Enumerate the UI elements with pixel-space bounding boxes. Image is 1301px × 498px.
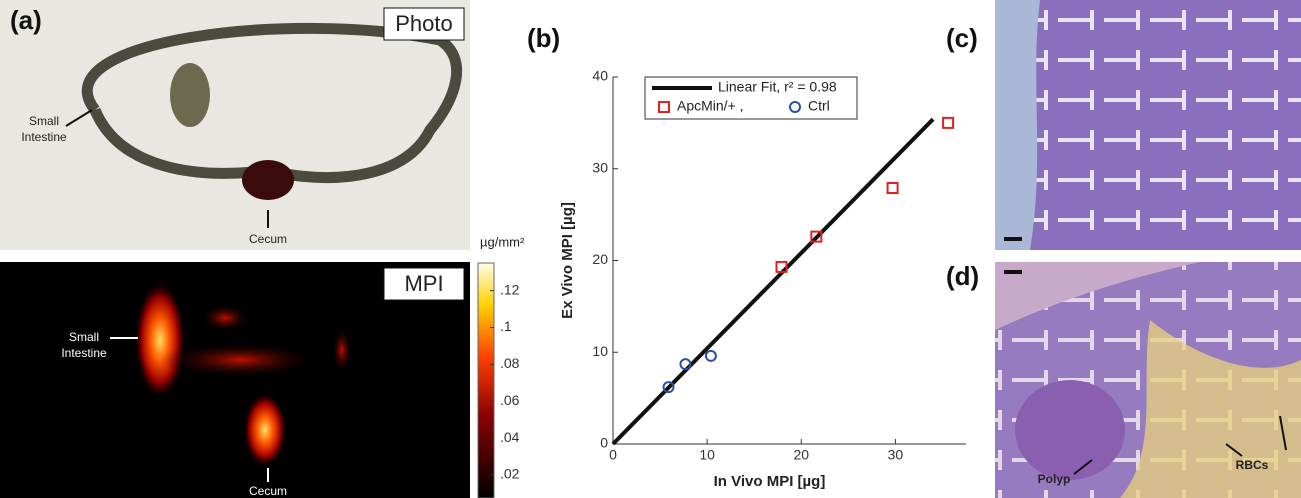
legend-marker bbox=[789, 101, 801, 113]
x-tick-label: 20 bbox=[793, 447, 809, 463]
point bbox=[662, 381, 675, 394]
histology-c bbox=[995, 0, 1301, 250]
colorbar-unit: µg/mm² bbox=[480, 234, 525, 249]
polyp bbox=[1015, 380, 1125, 480]
hotspot bbox=[332, 326, 352, 374]
point bbox=[942, 116, 955, 129]
x-axis-label: In Vivo MPI [µg] bbox=[714, 473, 826, 490]
legend-label: Ctrl bbox=[808, 98, 830, 114]
x-tick-label: 10 bbox=[699, 447, 715, 463]
label: Polyp bbox=[1038, 472, 1071, 486]
hotspot bbox=[134, 280, 186, 400]
mpi-tag: MPI bbox=[404, 271, 443, 296]
tag-box bbox=[383, 7, 465, 41]
point bbox=[704, 349, 717, 362]
scale-bar bbox=[1004, 270, 1022, 274]
point bbox=[810, 230, 823, 243]
panel-label: (b) bbox=[527, 23, 560, 53]
tissue-edge bbox=[995, 0, 1040, 250]
y-axis-label: Ex Vivo MPI [µg] bbox=[559, 202, 576, 319]
arrow bbox=[1073, 459, 1093, 475]
rbc-region bbox=[1120, 320, 1301, 498]
label: Cecum bbox=[249, 484, 287, 498]
legend bbox=[644, 76, 858, 120]
organ bbox=[170, 63, 210, 127]
y-tick-label: 10 bbox=[592, 343, 608, 359]
colorbar bbox=[477, 262, 495, 498]
legend-marker bbox=[658, 101, 670, 113]
y-tick-label: 30 bbox=[592, 159, 608, 175]
label: Small bbox=[69, 330, 99, 344]
point bbox=[775, 260, 788, 273]
panel-label: (c) bbox=[946, 23, 978, 53]
tag-box bbox=[383, 267, 465, 301]
colorbar-tick-label: .12 bbox=[500, 281, 520, 297]
label: Intestine bbox=[21, 130, 67, 144]
intestine bbox=[81, 22, 463, 184]
x-tick-label: 30 bbox=[888, 447, 904, 463]
colorbar-tick-label: .06 bbox=[500, 392, 520, 408]
arrow bbox=[65, 109, 93, 127]
photo bbox=[0, 0, 470, 250]
colorbar-tick-label: .08 bbox=[500, 355, 520, 371]
legend-label: Linear Fit, r² = 0.98 bbox=[718, 79, 837, 95]
arrow bbox=[1279, 415, 1287, 451]
panel-label: (d) bbox=[946, 261, 979, 291]
colorbar-tick-label: .02 bbox=[500, 466, 520, 482]
label: Cecum bbox=[249, 232, 287, 246]
label: Intestine bbox=[61, 346, 107, 360]
hotspot bbox=[200, 304, 250, 332]
hotspot bbox=[243, 392, 287, 468]
label: Small bbox=[29, 114, 59, 128]
colorbar-tick-label: .1 bbox=[500, 318, 512, 334]
label: RBCs bbox=[1236, 458, 1269, 472]
x-tick-label: 0 bbox=[609, 447, 617, 463]
cecum-shape bbox=[242, 160, 294, 200]
photo-tag: Photo bbox=[395, 11, 453, 36]
panel-label: (a) bbox=[10, 5, 42, 35]
y-tick-label: 20 bbox=[592, 251, 608, 267]
mpi-image bbox=[0, 262, 470, 498]
y-tick-label: 0 bbox=[600, 435, 608, 451]
point bbox=[886, 182, 899, 195]
y-tick-label: 40 bbox=[592, 68, 608, 84]
fit-line bbox=[611, 117, 935, 446]
hotspot bbox=[160, 342, 320, 378]
scale-bar bbox=[1004, 237, 1022, 241]
legend-label: ApcMin/+ , bbox=[677, 98, 744, 114]
arrow bbox=[1225, 443, 1243, 457]
point bbox=[679, 358, 692, 371]
colorbar-tick-label: .04 bbox=[500, 429, 520, 445]
